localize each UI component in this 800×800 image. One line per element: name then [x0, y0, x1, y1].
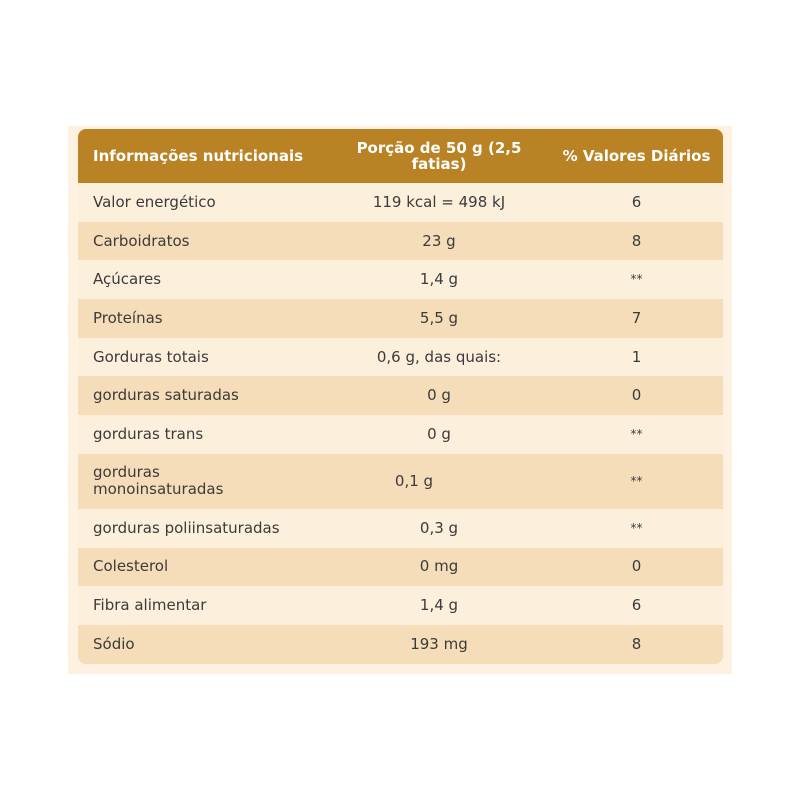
nutrient-daily-value: ** [630, 473, 643, 488]
nutrient-name: Carboidratos [93, 231, 190, 250]
nutrient-daily-value: 1 [631, 347, 642, 366]
nutrient-daily-value: 6 [631, 596, 642, 615]
nutrient-amount: 119 kcal = 498 kJ [372, 192, 506, 211]
nutrient-amount: 0,6 g, das quais: [376, 347, 502, 366]
table-row: Fibra alimentar 1,4 g 6 [78, 586, 723, 625]
table-row: Açúcares 1,4 g ** [78, 260, 723, 300]
nutrient-daily-value: 0 [631, 557, 642, 576]
nutrient-name: Gorduras totais [93, 347, 209, 366]
nutrient-daily-value: 8 [631, 634, 642, 653]
nutrient-amount: 0 g [427, 386, 451, 405]
nutrient-amount: 23 g [422, 231, 456, 250]
header-portion: Porção de 50 g (2,5 fatias) [356, 139, 522, 173]
nutrient-amount: 1,4 g [419, 270, 459, 289]
table-row: Valor energético 119 kcal = 498 kJ 6 [78, 183, 723, 222]
nutrient-name: Valor energético [93, 192, 216, 211]
nutrient-amount: 5,5 g [419, 308, 459, 327]
nutrient-name: Proteínas [93, 308, 163, 327]
nutrient-name: gorduras monoinsaturadas [93, 463, 224, 499]
nutrient-daily-value: ** [630, 520, 643, 535]
table-row: Colesterol 0 mg 0 [78, 547, 723, 587]
nutrient-daily-value: ** [630, 272, 643, 287]
table-row: Gorduras totais 0,6 g, das quais: 1 [78, 337, 723, 377]
nutrient-name: Fibra alimentar [93, 596, 207, 615]
nutrient-daily-value: 6 [631, 192, 642, 211]
nutrient-name: Sódio [93, 634, 135, 653]
table-row: gorduras poliinsaturadas 0,3 g ** [78, 508, 723, 548]
nutrient-name: Açúcares [93, 270, 162, 289]
table-header: Informações nutricionais Porção de 50 g … [78, 129, 723, 183]
table-row: Sódio 193 mg 8 [78, 624, 723, 664]
nutrient-amount: 0,3 g [419, 518, 459, 537]
nutrient-daily-value: 0 [631, 386, 642, 405]
nutrient-name: gorduras poliinsaturadas [93, 518, 280, 537]
nutrient-name: Colesterol [93, 557, 169, 576]
header-daily-values: % Valores Diários [562, 147, 711, 165]
nutrient-amount: 0 g [427, 424, 451, 443]
table-row: gorduras trans 0 g ** [78, 415, 723, 454]
nutrient-amount: 1,4 g [419, 596, 459, 615]
nutrition-facts-table: Informações nutricionais Porção de 50 g … [78, 129, 723, 664]
nutrient-amount: 193 mg [410, 634, 468, 653]
nutrient-name: gorduras trans [93, 424, 204, 443]
table-row: Proteínas 5,5 g 7 [78, 299, 723, 338]
nutrient-daily-value: 8 [631, 231, 642, 250]
nutrient-daily-value: ** [630, 426, 643, 441]
nutrient-daily-value: 7 [631, 308, 642, 327]
nutrient-amount: 0 mg [419, 557, 459, 576]
nutrient-amount: 0,1 g [394, 471, 434, 490]
table-row: gorduras saturadas 0 g 0 [78, 376, 723, 416]
table-row: Carboidratos 23 g 8 [78, 221, 723, 261]
table-row: gorduras monoinsaturadas 0,1 g ** [78, 453, 723, 509]
nutrient-name: gorduras saturadas [93, 386, 239, 405]
header-nutrient: Informações nutricionais [93, 146, 304, 165]
